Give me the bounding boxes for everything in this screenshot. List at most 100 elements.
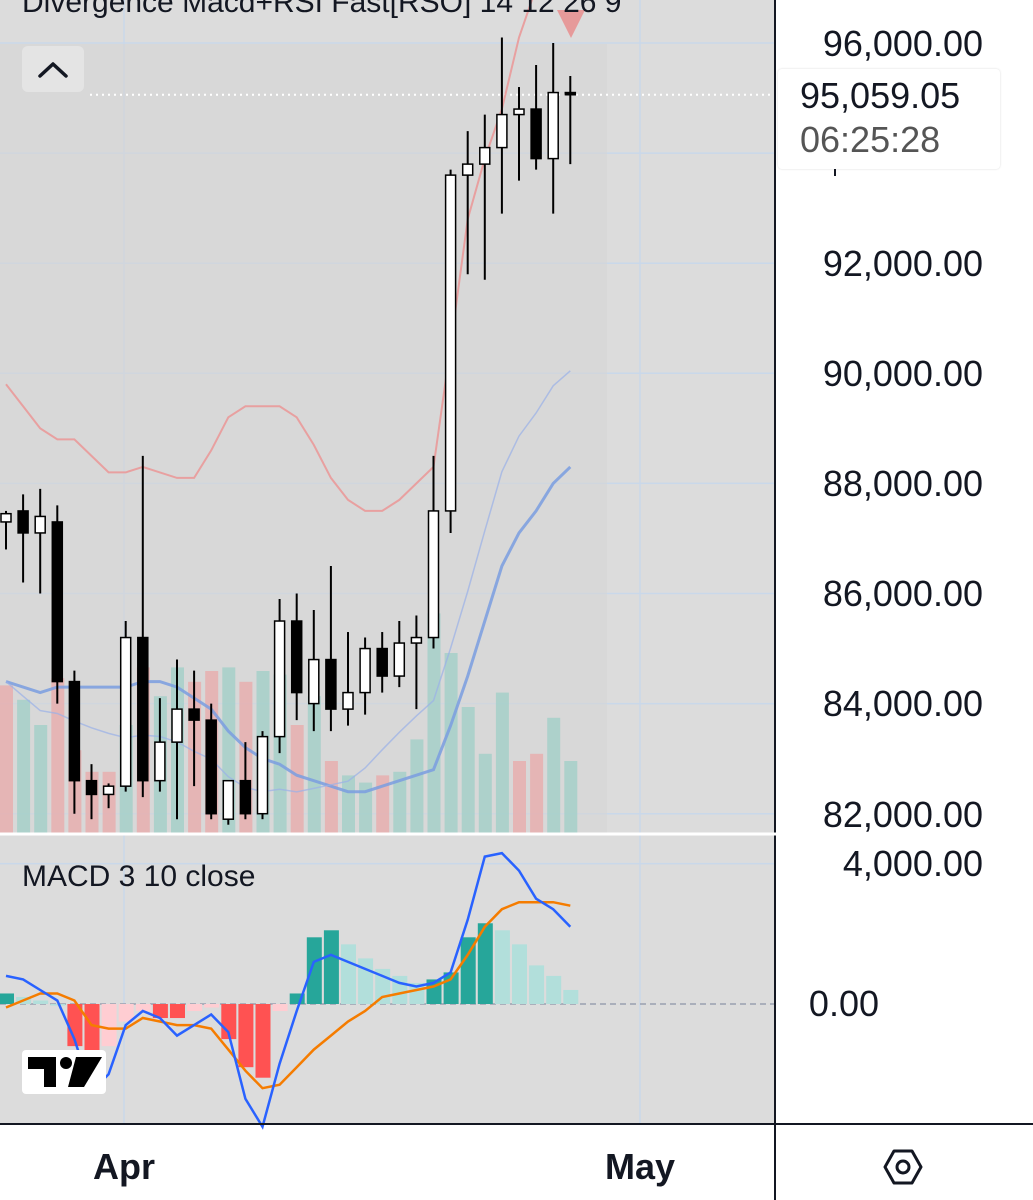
volume-bar [17,699,31,833]
candle-body [256,735,269,815]
candle-body [564,91,577,96]
macd-histogram-bar [67,1004,83,1047]
macd-histogram-bar [187,1004,203,1012]
settings-button[interactable] [880,1146,926,1188]
settings-hexagon-icon [883,1149,923,1185]
candle-body [68,680,81,782]
macd-histogram-bar [135,1004,151,1012]
candle-body [376,647,388,677]
volume-bar [290,725,304,833]
indicator-shade [0,44,607,833]
price-label-84000: 84,000.00 [822,683,983,724]
candle-body [325,658,337,710]
candle-body [427,510,440,639]
macd-label-0: 0.00 [808,983,879,1024]
macd-histogram-bar [204,1004,220,1008]
candle-body [513,108,525,116]
volume-bar [376,775,390,833]
divergence-marker [557,10,585,38]
last-price-box: 95,059.05 06:25:28 [778,69,1000,169]
candle-body [479,146,491,165]
macd-histogram-bar [494,930,510,1004]
volume-bar [342,775,355,833]
candle-body [222,779,235,820]
volume-bar [51,678,65,833]
volume-bar [34,725,48,833]
volume-bar [393,771,407,833]
macd-histogram-bar [563,989,579,1004]
macd-histogram-bar [529,965,545,1004]
macd-histogram-bar [152,1004,168,1019]
price-label-88000: 88,000.00 [822,463,983,504]
candle-body [34,515,46,534]
time-label-may: May [604,1146,676,1187]
macd-histogram-bar [118,1004,134,1022]
macd-signal-line [5,900,571,1090]
price-label-96000: 96,000.00 [822,23,983,64]
bar-countdown: 06:25:28 [800,119,941,160]
price-label-86000: 86,000.00 [822,573,983,614]
volume-bar [410,739,424,833]
secondary-ma-line [5,370,571,793]
candle-body [17,510,29,534]
macd-histogram-bar [512,944,527,1004]
volume-bar [530,753,544,833]
candle-body [205,719,217,815]
macd-histogram-bar [341,944,356,1004]
volume-bar [461,707,475,833]
macd-histogram-bar [33,1000,49,1004]
macd-histogram-bar [0,993,14,1004]
candle-body [171,708,183,743]
candle-body [154,741,166,782]
candle-body [444,174,457,512]
volume-bar [444,653,458,833]
macd-histogram-bar [101,1004,117,1047]
volume-bar [547,717,561,833]
macd-histogram-bar [306,937,322,1004]
macd-histogram-bar [238,1004,254,1068]
candle-body [410,636,423,644]
candle-body [188,708,200,721]
candle-body [51,521,64,683]
moving-average-line [5,465,572,794]
candle-layer [0,37,577,825]
indicator-title[interactable]: Divergence Macd+RSI Fast[RSO] 14 12 26 9 [22,0,622,19]
price-label-92000: 92,000.00 [822,243,983,284]
price-label-82000: 82,000.00 [822,794,983,835]
tradingview-logo[interactable] [22,1050,106,1099]
candle-body [102,785,115,796]
volume-bar [564,761,578,833]
candle-body [547,91,559,160]
macd-histogram-bar [50,1004,66,1006]
volume-bar [359,782,373,833]
macd-histogram-bar [460,937,476,1004]
volume-bar [427,613,441,833]
tradingview-logo-icon [22,1050,106,1094]
candle-body [137,636,149,782]
volume-bar [324,761,338,833]
band-layer [5,0,585,794]
candle-body [239,779,252,815]
upper-band-line [5,0,533,512]
candle-body [273,620,286,738]
macd-histogram-bar [358,958,374,1004]
candle-body [308,658,320,705]
candle-body [359,647,371,694]
volume-bar [0,685,13,833]
candle-body [530,108,542,160]
macd-histogram-bar [170,1004,185,1019]
macd-title[interactable]: MACD 3 10 close [22,860,256,893]
volume-bar [513,761,526,833]
macd-histogram-bar [255,1004,271,1078]
last-price-value: 95,059.05 [800,75,961,116]
collapse-button[interactable] [22,46,84,92]
candle-body [461,163,474,176]
price-axis-background [775,0,1033,1124]
macd-histogram-bar [546,975,562,1004]
time-label-apr: Apr [93,1146,155,1187]
macd-histogram-bar [272,1004,288,1012]
macd-histogram-bar [323,930,339,1004]
candle-body [85,779,98,796]
